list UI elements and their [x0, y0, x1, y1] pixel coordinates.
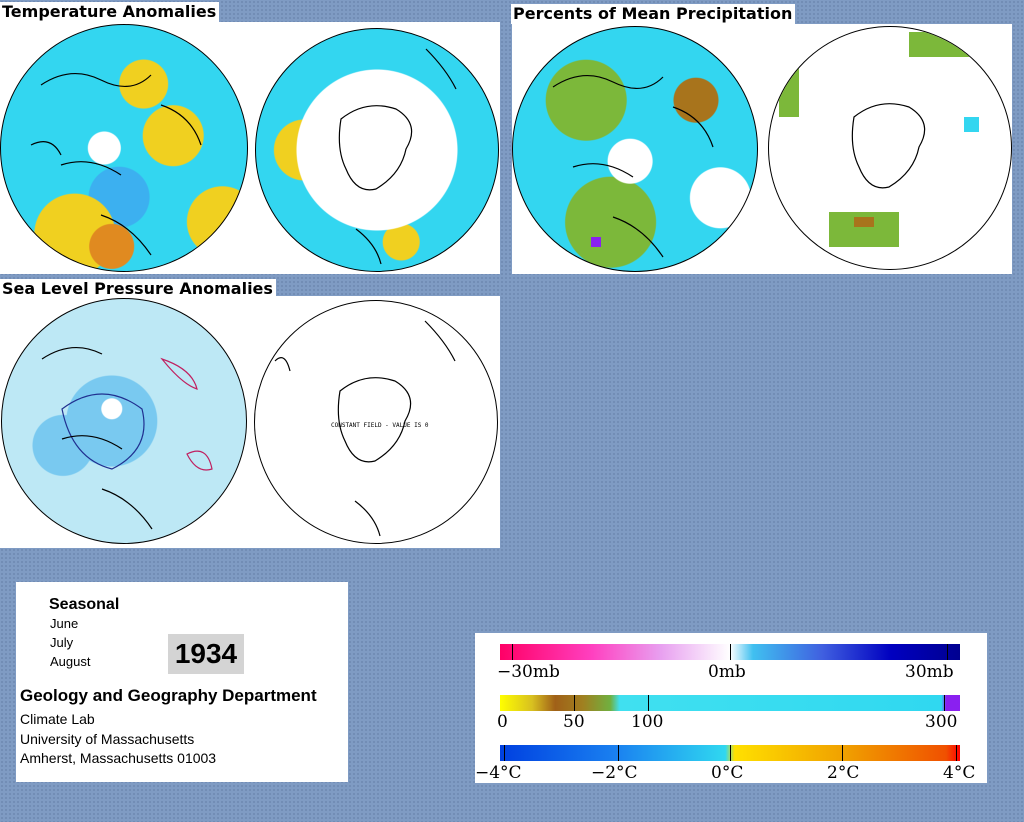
temperature-north-globe — [0, 24, 248, 272]
constant-field-note: CONSTANT FIELD - VALUE IS 0 — [331, 422, 429, 429]
precip-label-300: 300 — [925, 712, 958, 732]
precip-panel — [512, 24, 1012, 274]
pressure-color-bar — [500, 644, 960, 660]
temperature-south-globe — [255, 28, 499, 272]
temperature-label-p2: 2°C — [827, 763, 860, 783]
legend-box: −30mb 0mb 30mb 0 50 100 300 −4°C −2°C 0°… — [475, 633, 987, 783]
pressure-panel-title: Sea Level Pressure Anomalies — [0, 279, 276, 299]
temperature-panel — [0, 22, 500, 274]
pressure-label-max: 30mb — [905, 662, 954, 682]
precip-color-bar — [500, 695, 960, 711]
month-august: August — [50, 654, 91, 669]
precip-label-100: 100 — [631, 712, 664, 732]
temperature-label-p4: 4°C — [943, 763, 976, 783]
temperature-color-bar — [500, 745, 960, 761]
pressure-south-globe: CONSTANT FIELD - VALUE IS 0 — [254, 300, 498, 544]
address: Amherst, Massachusetts 01003 — [20, 750, 217, 766]
lab-name: Climate Lab — [20, 711, 95, 727]
temperature-label-m2: −2°C — [591, 763, 638, 783]
pressure-label-mid: 0mb — [708, 662, 746, 682]
month-july: July — [50, 635, 74, 650]
pressure-panel: CONSTANT FIELD - VALUE IS 0 — [0, 296, 500, 548]
precip-panel-title: Percents of Mean Precipitation — [511, 4, 796, 24]
temperature-label-m4: −4°C — [475, 763, 522, 783]
university-name: University of Massachusetts — [20, 731, 195, 747]
precip-north-globe — [512, 26, 758, 272]
year-display: 1934 — [168, 634, 244, 674]
temperature-panel-title: Temperature Anomalies — [0, 2, 220, 22]
info-box: Seasonal June July August 1934 Geology a… — [16, 582, 348, 782]
precip-label-0: 0 — [497, 712, 508, 732]
month-june: June — [50, 616, 79, 631]
department-name: Geology and Geography Department — [20, 686, 317, 705]
precip-south-globe — [768, 26, 1012, 270]
pressure-north-globe — [1, 298, 247, 544]
pressure-label-min: −30mb — [497, 662, 560, 682]
season-label: Seasonal — [49, 596, 120, 613]
precip-label-50: 50 — [563, 712, 585, 732]
temperature-label-0: 0°C — [711, 763, 744, 783]
